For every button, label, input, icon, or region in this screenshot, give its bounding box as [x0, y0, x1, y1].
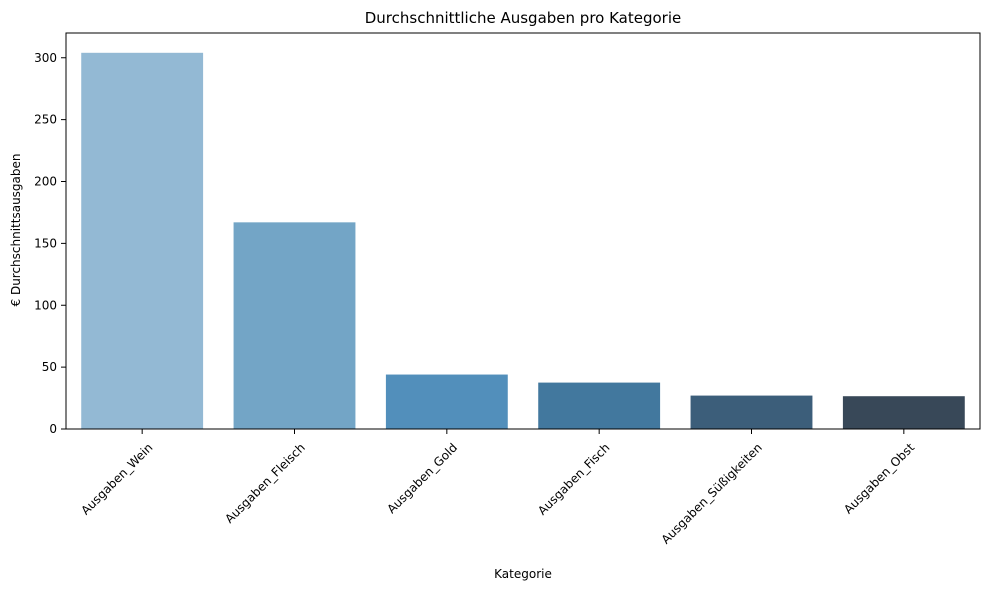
plot-frame	[65, 32, 981, 430]
y-tick-label: 50	[42, 360, 57, 374]
plot-area	[65, 32, 981, 430]
x-tick-label: Ausgaben_Fisch	[535, 440, 612, 517]
y-tick-label: 300	[34, 51, 57, 65]
x-tick-label: Ausgaben_Gold	[384, 440, 460, 516]
y-axis: 0 50 100 150 200 250 300	[34, 51, 66, 436]
y-tick-label: 250	[34, 113, 57, 127]
x-tick-label: Ausgaben_Fleisch	[222, 440, 308, 526]
bar-1	[233, 222, 356, 429]
bar-3	[538, 382, 661, 429]
bar-4	[690, 395, 813, 429]
y-tick-label: 150	[34, 236, 57, 250]
x-axis-label: Kategorie	[494, 567, 552, 581]
y-tick-label: 100	[34, 298, 57, 312]
chart-title: Durchschnittliche Ausgaben pro Kategorie	[365, 9, 682, 27]
x-tick-label: Ausgaben_Wein	[78, 440, 155, 517]
x-tick-label: Ausgaben_Obst	[841, 440, 917, 516]
y-axis-label: € Durchschnittsausgaben	[9, 153, 23, 306]
y-tick-label: 0	[49, 422, 57, 436]
x-tick-label: Ausgaben_Süßigkeiten	[659, 440, 765, 546]
bar-2	[385, 374, 508, 429]
x-axis: Ausgaben_Wein Ausgaben_Fleisch Ausgaben_Go…	[78, 429, 917, 547]
bar-0	[81, 52, 204, 430]
bar-5	[842, 396, 965, 429]
y-tick-label: 200	[34, 175, 57, 189]
